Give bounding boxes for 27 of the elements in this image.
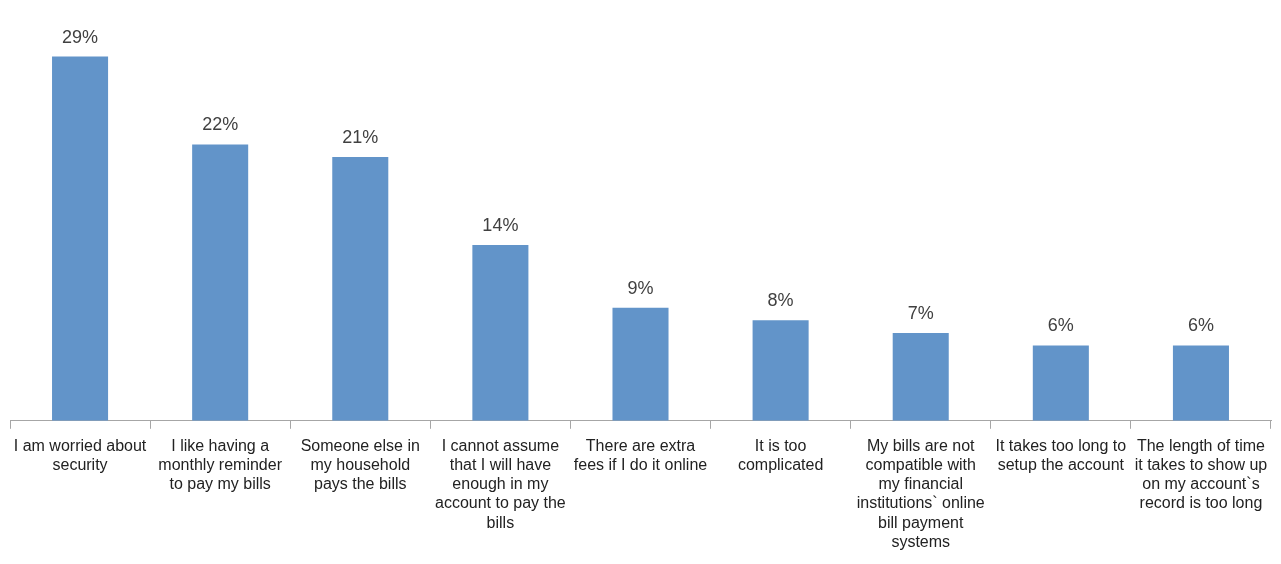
bar (892, 332, 949, 421)
bar (192, 144, 249, 421)
data-label: 7% (907, 302, 934, 323)
data-label: 9% (627, 277, 654, 298)
bar (52, 56, 109, 421)
x-tick-label: It takes too long to setup the account (995, 436, 1127, 474)
x-tick-label: The length of time it takes to show up on my account`s record is too long (1134, 436, 1268, 512)
data-label: 6% (1047, 315, 1074, 336)
data-label: 8% (767, 290, 794, 311)
data-label: 29% (62, 26, 99, 47)
data-label: 14% (482, 214, 519, 235)
bar (1172, 345, 1229, 421)
data-label: 22% (202, 114, 239, 135)
x-tick-label: It is too complicated (737, 436, 824, 474)
data-label: 6% (1187, 315, 1214, 336)
data-label: 21% (342, 127, 379, 148)
bar (612, 307, 669, 421)
bar (1032, 345, 1089, 421)
x-tick-label: I like having a monthly reminder to pay my bills (158, 436, 283, 493)
x-tick-label: Someone else in my household pays the bills (300, 436, 420, 493)
x-tick-label: My bills are not compatible with my financial institutions` online bill payment systems (856, 436, 985, 550)
bar (752, 320, 809, 421)
x-tick-label: There are extra fees if I do it online (573, 436, 708, 474)
x-tick-label: I cannot assume that I will have enough in my account to pay the bills (435, 436, 566, 531)
bar (472, 244, 529, 421)
x-tick-label: I am worried about security (13, 436, 147, 474)
bar (332, 157, 389, 421)
